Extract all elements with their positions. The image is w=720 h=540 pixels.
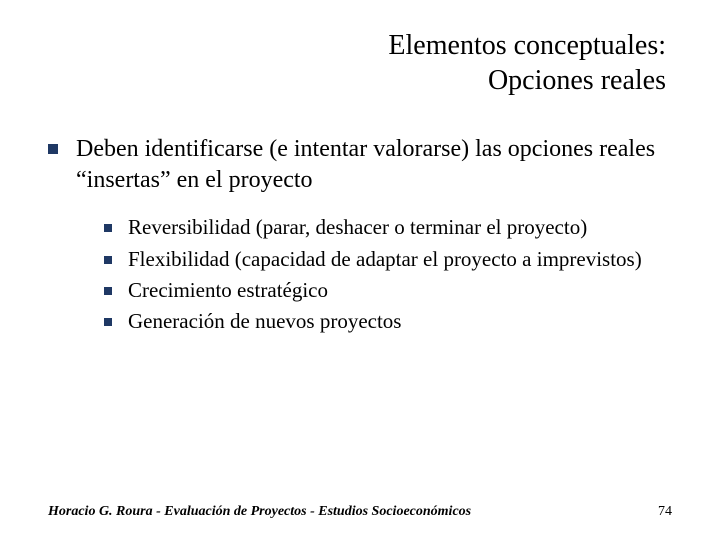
- bullet-item-lvl2: Reversibilidad (parar, deshacer o termin…: [104, 214, 672, 241]
- bullet-item-lvl1: Deben identificarse (e intentar valorars…: [48, 134, 672, 196]
- lvl2-text: Crecimiento estratégico: [128, 277, 328, 304]
- lvl2-text: Reversibilidad (parar, deshacer o termin…: [128, 214, 587, 241]
- slide: Elementos conceptuales: Opciones reales …: [0, 0, 720, 540]
- square-bullet-icon: [104, 224, 112, 232]
- square-bullet-icon: [104, 256, 112, 264]
- page-number: 74: [658, 504, 672, 520]
- bullet-item-lvl2: Generación de nuevos proyectos: [104, 308, 672, 335]
- square-bullet-icon: [48, 144, 58, 154]
- slide-footer: Horacio G. Roura - Evaluación de Proyect…: [48, 504, 672, 520]
- lvl2-text: Generación de nuevos proyectos: [128, 308, 401, 335]
- lvl1-text: Deben identificarse (e intentar valorars…: [76, 134, 672, 196]
- sub-bullet-list: Reversibilidad (parar, deshacer o termin…: [48, 214, 672, 335]
- title-line-2: Opciones reales: [48, 63, 666, 98]
- footer-text: Horacio G. Roura - Evaluación de Proyect…: [48, 504, 471, 520]
- square-bullet-icon: [104, 318, 112, 326]
- bullet-item-lvl2: Crecimiento estratégico: [104, 277, 672, 304]
- bullet-item-lvl2: Flexibilidad (capacidad de adaptar el pr…: [104, 246, 672, 273]
- lvl2-text: Flexibilidad (capacidad de adaptar el pr…: [128, 246, 642, 273]
- slide-title: Elementos conceptuales: Opciones reales: [48, 28, 672, 98]
- slide-body: Deben identificarse (e intentar valorars…: [48, 134, 672, 336]
- square-bullet-icon: [104, 287, 112, 295]
- title-line-1: Elementos conceptuales:: [48, 28, 666, 63]
